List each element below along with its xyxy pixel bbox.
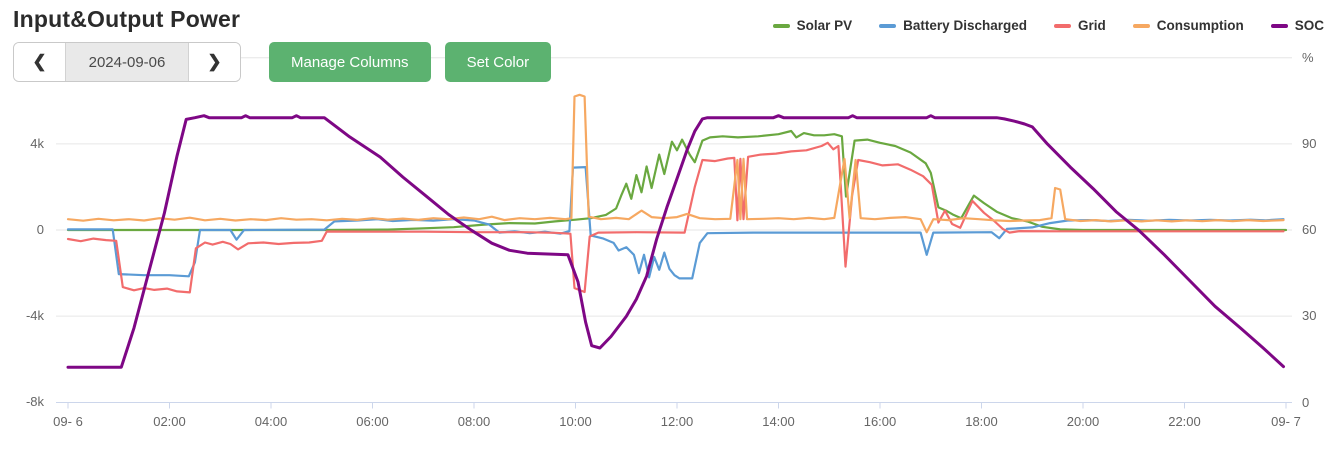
date-display[interactable]: 2024-09-06 xyxy=(65,43,189,81)
series-line-soc xyxy=(66,114,1285,369)
legend-item-consumption[interactable]: Consumption xyxy=(1132,18,1244,33)
legend-label: Grid xyxy=(1077,18,1106,33)
date-navigator: ❮ 2024-09-06 ❯ xyxy=(13,42,241,82)
legend-label: Consumption xyxy=(1156,18,1244,33)
chart-legend: Solar PV Battery Discharged Grid Consumptio… xyxy=(772,18,1324,33)
legend-swatch-icon xyxy=(1132,23,1150,28)
legend-item-soc[interactable]: SOC xyxy=(1270,18,1324,33)
set-color-button[interactable]: Set Color xyxy=(444,42,552,82)
legend-swatch-icon xyxy=(1053,23,1071,28)
legend-swatch-icon xyxy=(772,23,790,28)
next-day-button[interactable]: ❯ xyxy=(189,43,240,81)
legend-label: SOC xyxy=(1294,18,1324,33)
prev-day-button[interactable]: ❮ xyxy=(14,43,65,81)
chart-controls: ❮ 2024-09-06 ❯ Manage Columns Set Color xyxy=(13,42,552,82)
legend-swatch-icon xyxy=(1270,23,1288,28)
series-line-consumption xyxy=(66,93,1285,234)
chevron-right-icon: ❯ xyxy=(207,52,222,71)
manage-columns-button[interactable]: Manage Columns xyxy=(269,42,431,82)
page-title: Input&Output Power xyxy=(13,6,241,32)
series-line-grid xyxy=(66,141,1285,294)
legend-label: Solar PV xyxy=(796,18,853,33)
legend-item-solar-pv[interactable]: Solar PV xyxy=(772,18,853,33)
legend-item-grid[interactable]: Grid xyxy=(1053,18,1106,33)
legend-label: Battery Discharged xyxy=(903,18,1027,33)
legend-swatch-icon xyxy=(879,23,897,28)
legend-item-battery-discharged[interactable]: Battery Discharged xyxy=(879,18,1027,33)
series-line-battery-discharged xyxy=(66,166,1285,280)
chevron-left-icon: ❮ xyxy=(32,52,47,71)
